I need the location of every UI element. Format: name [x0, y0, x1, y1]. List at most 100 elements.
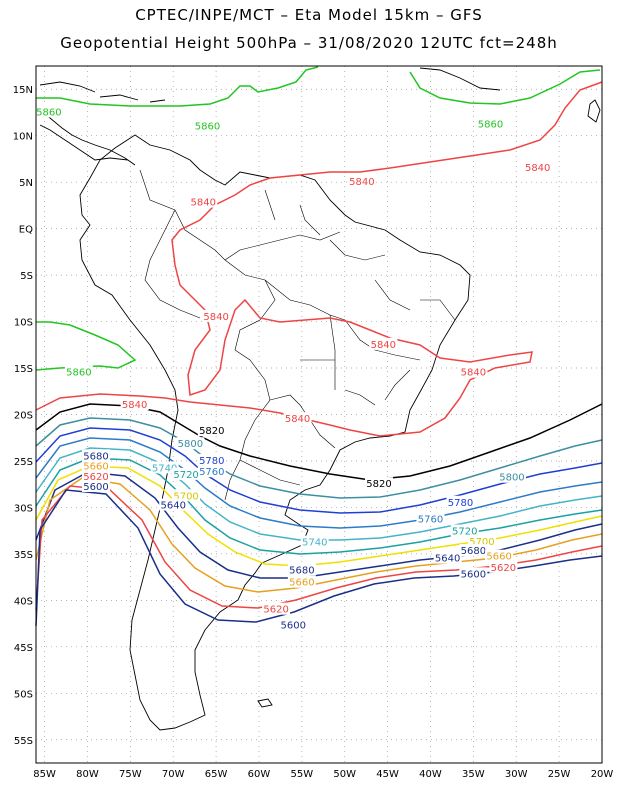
lat-tick-label: 15S	[14, 364, 33, 375]
lat-tick-label: 5S	[20, 271, 33, 282]
contour-label-bg	[450, 524, 479, 537]
lat-tick-label: 20S	[14, 411, 33, 422]
contour-label-5680: 5680	[289, 566, 314, 577]
lat-tick-label: 10N	[13, 132, 33, 143]
contour-label-5620: 5620	[83, 472, 108, 483]
lon-tick-label: 20W	[591, 769, 614, 780]
contour-label-5860: 5860	[195, 121, 220, 132]
contour-label-5820: 5820	[199, 426, 224, 437]
lat-tick-label: 45S	[14, 643, 33, 654]
contour-label-5820: 5820	[366, 479, 391, 490]
contour-label-5600: 5600	[83, 482, 108, 493]
contour-label-bg	[82, 459, 111, 472]
contour-label-bg	[176, 437, 205, 450]
contour-5860-north	[36, 66, 319, 107]
contour-label-bg	[279, 618, 308, 631]
lon-tick-label: 50W	[333, 769, 356, 780]
contour-label-bg	[433, 551, 462, 564]
contour-5760	[35, 437, 603, 529]
contour-label-bg	[485, 549, 514, 562]
contour-label-5840: 5840	[349, 177, 374, 188]
contour-label-bg	[172, 467, 201, 480]
lat-tick-label: 55S	[14, 736, 33, 747]
lon-tick-label: 55W	[291, 769, 314, 780]
contour-label-bg	[446, 495, 475, 508]
contour-label-5620: 5620	[263, 605, 288, 616]
contour-label-bg	[523, 161, 552, 174]
contour-label-5700: 5700	[469, 537, 494, 548]
contour-label-5680: 5680	[83, 451, 108, 462]
contour-label-5600: 5600	[281, 620, 306, 631]
contour-5740	[35, 447, 603, 541]
contour-label-bg	[476, 117, 505, 130]
lon-tick-label: 45W	[376, 769, 399, 780]
contour-label-bg	[283, 412, 312, 425]
contour-label-bg	[82, 449, 111, 462]
contour-label-bg	[197, 465, 226, 478]
contour-label-bg	[120, 398, 149, 411]
axis-labels: 15N 10N 5N EQ 5S 10S 15S 20S 25S 30S 35S 40S 45S 50S 5…	[13, 85, 614, 780]
map-frame	[35, 65, 603, 764]
caribbean-islands	[39, 67, 601, 123]
contour-label-5600: 5600	[461, 569, 486, 580]
lon-tick-label: 60W	[248, 769, 271, 780]
contour-label-bg	[202, 309, 231, 322]
contour-label-bg	[459, 365, 488, 378]
lon-tick-label: 65W	[205, 769, 228, 780]
contour-label-bg	[497, 470, 526, 483]
contour-label-bg	[459, 544, 488, 557]
lat-tick-label: 15N	[13, 85, 33, 96]
contour-label-5840: 5840	[122, 400, 147, 411]
lat-tick-label: 40S	[14, 596, 33, 607]
contour-labels: 5860 5860 5860 5860 5840 5840 5840 5840 5840 5840…	[34, 105, 552, 631]
contour-label-5800: 5800	[178, 439, 203, 450]
falkland-islands	[257, 698, 273, 708]
contour-label-5760: 5760	[199, 467, 224, 478]
map-title-line-2: Geopotential Height 500hPa – 31/08/2020 …	[60, 34, 558, 52]
contour-label-5780: 5780	[448, 498, 473, 509]
contour-label-5740: 5740	[152, 463, 177, 474]
contour-label-5840: 5840	[525, 163, 550, 174]
contour-label-5840: 5840	[371, 340, 396, 351]
contour-label-bg	[300, 535, 329, 548]
south-america-coastline	[79, 134, 471, 731]
country-borders	[139, 169, 456, 501]
contour-5800	[35, 417, 603, 499]
contour-label-5660: 5660	[289, 578, 314, 589]
contour-label-bg	[467, 534, 496, 547]
contour-label-bg	[172, 489, 201, 502]
lat-tick-label: 25S	[14, 457, 33, 468]
contour-label-5640: 5640	[435, 554, 460, 565]
lon-tick-label: 25W	[548, 769, 571, 780]
lat-tick-label: 50S	[14, 689, 33, 700]
contour-label-5720: 5720	[452, 527, 477, 538]
lon-tick-label: 75W	[119, 769, 142, 780]
contour-label-5840: 5840	[461, 368, 486, 379]
contour-label-bg	[347, 175, 376, 188]
contour-label-bg	[365, 477, 394, 490]
contour-label-5660: 5660	[83, 462, 108, 473]
contour-label-bg	[189, 195, 218, 208]
contour-label-5720: 5720	[173, 470, 198, 481]
contour-label-5640: 5640	[160, 501, 185, 512]
contour-label-5800: 5800	[499, 473, 524, 484]
contour-5840-main	[35, 81, 603, 437]
contour-label-bg	[193, 119, 222, 132]
lon-tick-label: 30W	[505, 769, 528, 780]
lat-tick-label: 35S	[14, 550, 33, 561]
contour-label-5860: 5860	[66, 368, 91, 379]
lat-tick-label: EQ	[19, 225, 33, 236]
contour-label-bg	[287, 575, 316, 588]
lon-tick-label: 85W	[33, 769, 56, 780]
contour-label-bg	[82, 469, 111, 482]
contour-label-bg	[159, 498, 188, 511]
contour-5680	[35, 471, 603, 579]
lon-tick-label: 40W	[419, 769, 442, 780]
contour-label-bg	[459, 567, 488, 580]
contour-label-5660: 5660	[486, 552, 511, 563]
contour-5700	[35, 465, 603, 567]
contour-label-5700: 5700	[173, 491, 198, 502]
lon-tick-label: 70W	[162, 769, 185, 780]
contour-label-bg	[64, 365, 93, 378]
